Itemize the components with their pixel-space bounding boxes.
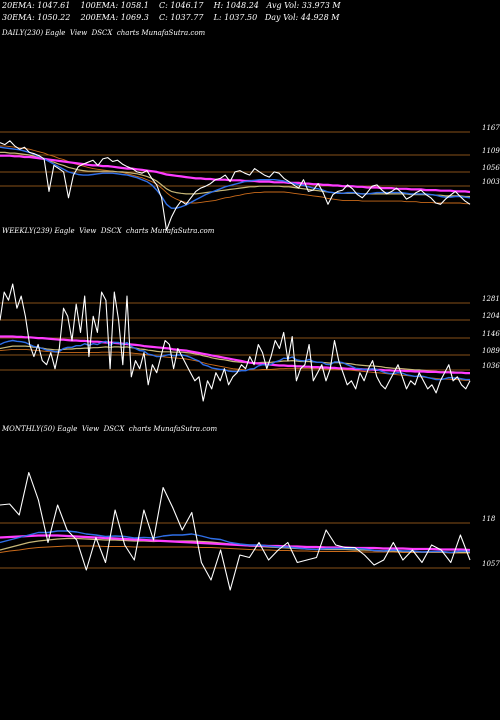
header-line-2: 30EMA: 1050.22 200EMA: 1069.3 C: 1037.77… bbox=[2, 13, 340, 22]
level-label: 1167 bbox=[482, 124, 500, 132]
level-label: 1146 bbox=[482, 330, 500, 338]
daily-panel-title: DAILY(230) Eagle View DSCX charts Munafa… bbox=[2, 29, 206, 37]
level-label: 1003 bbox=[482, 178, 500, 186]
level-label: 1056 bbox=[482, 164, 500, 172]
level-label: 1036 bbox=[482, 362, 500, 370]
monthly-panel-title: MONTHLY(50) Eagle View DSCX charts Munaf… bbox=[2, 425, 218, 433]
ema-long-series-line bbox=[0, 145, 470, 205]
level-label: 118 bbox=[482, 515, 496, 523]
header-line-1: 20EMA: 1047.61 100EMA: 1058.1 C: 1046.17… bbox=[2, 1, 341, 10]
ema-slow-series-line bbox=[0, 335, 470, 375]
ema-fast-series-line bbox=[0, 339, 470, 381]
level-label: 1089 bbox=[482, 347, 500, 355]
price-series-line bbox=[0, 471, 471, 591]
price-series-line bbox=[0, 283, 471, 402]
monthly-panel: 118 1057 bbox=[0, 471, 500, 591]
daily-panel: 1167 1109 1056 1003 bbox=[0, 124, 500, 231]
level-label: 1109 bbox=[482, 147, 500, 155]
weekly-panel: 1281 1204 1146 1089 1036 bbox=[0, 283, 500, 402]
weekly-panel-title: WEEKLY(239) Eagle View DSCX charts Munaf… bbox=[2, 227, 215, 235]
ema-long-series-line bbox=[0, 348, 470, 381]
ema-mid-series-line bbox=[0, 151, 470, 198]
ema-fast-series-line bbox=[0, 146, 471, 209]
level-label: 1281 bbox=[482, 295, 500, 303]
level-label: 1057 bbox=[482, 560, 500, 568]
level-label: 1204 bbox=[482, 312, 500, 320]
ema-fast-series-line bbox=[0, 530, 471, 554]
ema-slow-series-line bbox=[0, 534, 471, 552]
ema-slow-series-line bbox=[0, 154, 471, 194]
ema-mid-series-line bbox=[0, 345, 470, 374]
price-series-line bbox=[0, 140, 471, 231]
